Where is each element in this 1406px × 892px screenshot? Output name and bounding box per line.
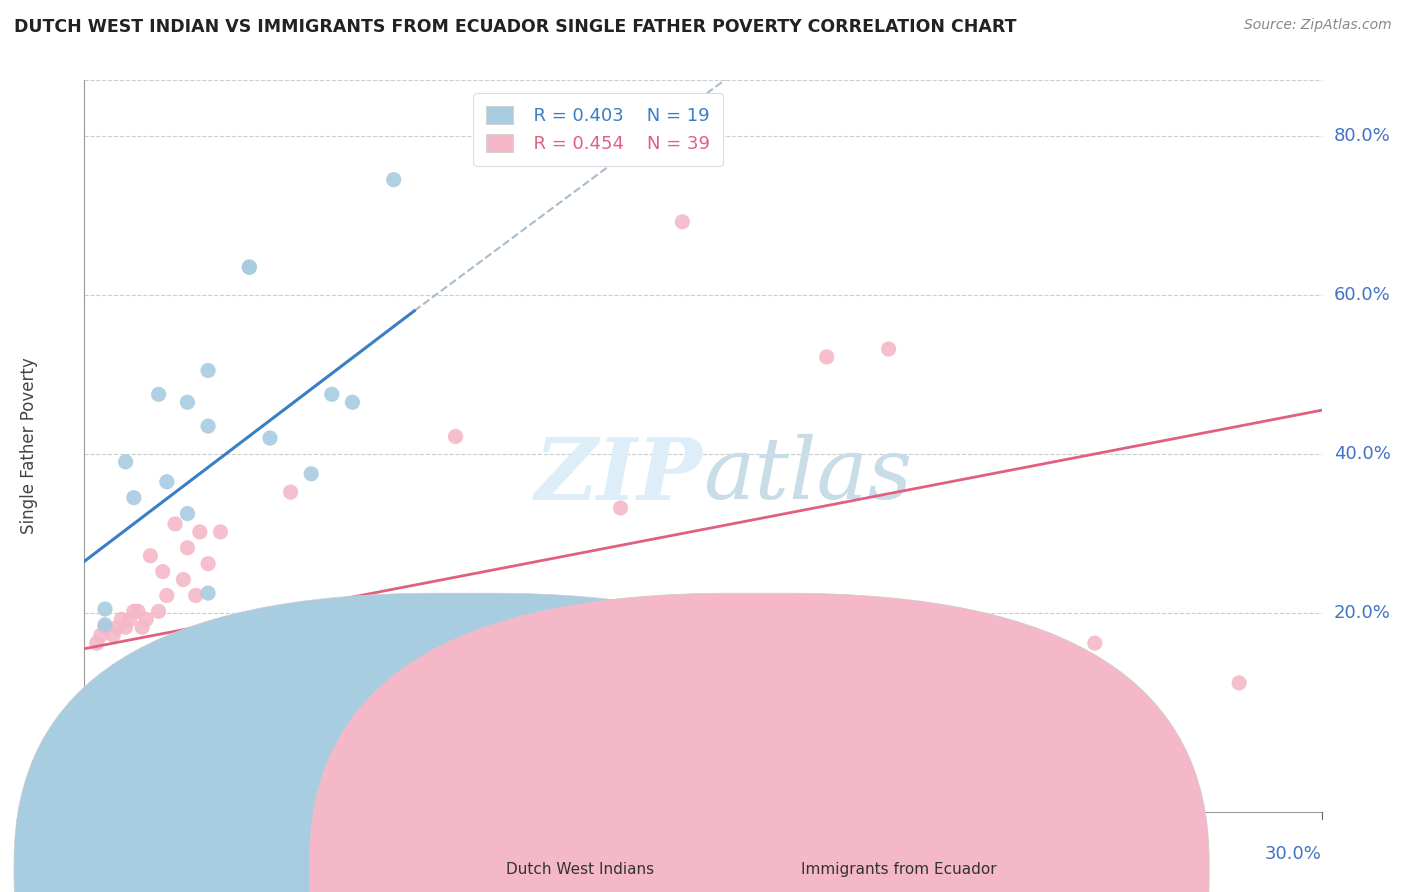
- Point: [86, 636, 108, 650]
- Point: [110, 612, 132, 626]
- Point: [815, 350, 838, 364]
- Point: [188, 524, 211, 539]
- Point: [135, 612, 157, 626]
- Point: [197, 557, 219, 571]
- Point: [172, 573, 194, 587]
- Point: [609, 501, 631, 516]
- Point: [246, 668, 269, 682]
- Point: [342, 395, 364, 409]
- Point: [139, 549, 162, 563]
- Point: [165, 516, 187, 531]
- Point: [361, 714, 384, 728]
- Text: ZIP: ZIP: [536, 434, 703, 517]
- Point: [131, 620, 153, 634]
- Text: Dutch West Indians: Dutch West Indians: [506, 863, 654, 877]
- Point: [148, 604, 170, 618]
- Point: [1227, 676, 1250, 690]
- Text: 0.0%: 0.0%: [84, 845, 129, 863]
- Point: [122, 491, 145, 505]
- Text: atlas: atlas: [703, 434, 912, 516]
- Point: [176, 507, 198, 521]
- Point: [114, 620, 136, 634]
- Point: [259, 660, 281, 674]
- Text: 30.0%: 30.0%: [1265, 845, 1322, 863]
- Point: [184, 589, 207, 603]
- Point: [218, 652, 240, 666]
- Point: [94, 620, 117, 634]
- Point: [1084, 636, 1107, 650]
- Point: [238, 260, 260, 274]
- Point: [197, 586, 219, 600]
- Point: [118, 612, 141, 626]
- Point: [156, 589, 179, 603]
- Point: [197, 363, 219, 377]
- Point: [209, 524, 232, 539]
- Point: [176, 395, 198, 409]
- Text: 80.0%: 80.0%: [1334, 127, 1391, 145]
- Point: [105, 620, 128, 634]
- Point: [692, 620, 714, 634]
- Point: [103, 628, 125, 642]
- Legend:   R = 0.403    N = 19,   R = 0.454    N = 39: R = 0.403 N = 19, R = 0.454 N = 39: [474, 93, 723, 166]
- Point: [444, 429, 467, 443]
- Text: 20.0%: 20.0%: [1334, 604, 1391, 622]
- Point: [114, 455, 136, 469]
- Point: [465, 628, 488, 642]
- Text: DUTCH WEST INDIAN VS IMMIGRANTS FROM ECUADOR SINGLE FATHER POVERTY CORRELATION C: DUTCH WEST INDIAN VS IMMIGRANTS FROM ECU…: [14, 18, 1017, 36]
- Point: [176, 541, 198, 555]
- Point: [229, 684, 252, 698]
- Point: [671, 215, 693, 229]
- Point: [94, 602, 117, 616]
- Text: Immigrants from Ecuador: Immigrants from Ecuador: [801, 863, 997, 877]
- Point: [90, 628, 112, 642]
- Point: [238, 260, 260, 274]
- Text: Single Father Poverty: Single Father Poverty: [20, 358, 38, 534]
- Point: [877, 342, 900, 356]
- Point: [148, 387, 170, 401]
- Point: [122, 604, 145, 618]
- Point: [205, 636, 228, 650]
- Point: [382, 172, 405, 186]
- Point: [152, 565, 174, 579]
- Text: Source: ZipAtlas.com: Source: ZipAtlas.com: [1244, 18, 1392, 32]
- Point: [197, 419, 219, 434]
- Text: 40.0%: 40.0%: [1334, 445, 1391, 463]
- Point: [259, 431, 281, 445]
- Point: [238, 684, 260, 698]
- Text: 60.0%: 60.0%: [1334, 286, 1391, 304]
- Point: [156, 475, 179, 489]
- Point: [280, 485, 302, 500]
- Point: [127, 604, 149, 618]
- Point: [94, 618, 117, 632]
- Point: [299, 467, 322, 481]
- Point: [321, 387, 343, 401]
